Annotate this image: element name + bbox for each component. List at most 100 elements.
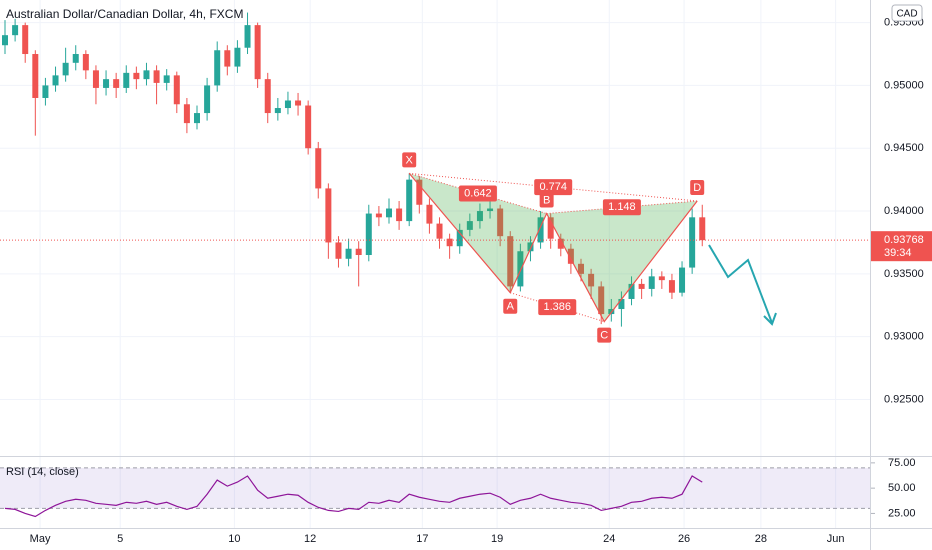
pattern-point-box bbox=[690, 179, 705, 195]
rsi-tick-label: 50.00 bbox=[888, 482, 916, 494]
candle-body bbox=[183, 104, 190, 124]
candle-body bbox=[648, 276, 655, 289]
ratio-box bbox=[538, 299, 577, 316]
candle-body bbox=[335, 242, 342, 259]
candle-body bbox=[355, 248, 362, 256]
candle-body bbox=[103, 79, 110, 88]
rsi-pane bbox=[0, 462, 875, 518]
candle-body bbox=[547, 217, 554, 239]
candle-body bbox=[274, 108, 281, 114]
candle-body bbox=[123, 72, 130, 88]
x-tick-label: 12 bbox=[304, 533, 316, 545]
candle-body bbox=[527, 242, 534, 252]
x-tick-label: 17 bbox=[416, 533, 428, 545]
candle-body bbox=[487, 208, 494, 212]
candle-body bbox=[365, 213, 372, 256]
candle-body bbox=[618, 298, 625, 310]
candle-body bbox=[153, 70, 160, 83]
rsi-tick-label: 25.00 bbox=[888, 507, 916, 519]
pattern-line bbox=[408, 172, 698, 323]
pattern-point-label: B bbox=[543, 194, 550, 206]
candle-body bbox=[598, 286, 605, 315]
candle-body bbox=[173, 75, 180, 105]
candle-body bbox=[92, 70, 99, 88]
pattern-point-box bbox=[503, 298, 518, 314]
x-tick-label: Jun bbox=[827, 533, 845, 545]
pattern-point-label: A bbox=[507, 301, 515, 313]
arrow-head bbox=[763, 312, 777, 326]
rsi-tick-label: 75.00 bbox=[888, 457, 916, 469]
pattern-point-label: X bbox=[406, 154, 414, 166]
candle-body bbox=[295, 100, 302, 106]
candle-body bbox=[163, 75, 170, 83]
candle-body bbox=[699, 217, 706, 241]
candle-body bbox=[244, 25, 251, 48]
y-tick-label: 0.92500 bbox=[884, 393, 924, 405]
ratio-box bbox=[602, 199, 641, 216]
candle-body bbox=[537, 217, 544, 243]
countdown: 39:34 bbox=[884, 247, 912, 259]
x-tick-label: 24 bbox=[603, 533, 615, 545]
candle-body bbox=[305, 105, 312, 149]
candle-body bbox=[12, 25, 19, 36]
x-tick-label: May bbox=[30, 533, 51, 545]
candle-body bbox=[446, 238, 453, 247]
pattern-ratio-line bbox=[510, 292, 605, 323]
candle-body bbox=[466, 221, 473, 230]
candle-body bbox=[416, 179, 423, 205]
ratio-box bbox=[534, 179, 573, 196]
y-tick-label: 0.93500 bbox=[884, 268, 924, 280]
chart-title: Australian Dollar/Canadian Dollar, 4h, F… bbox=[6, 7, 243, 21]
ratio-label: 1.386 bbox=[543, 301, 571, 313]
candle-body bbox=[557, 238, 564, 249]
ratio-label: 0.642 bbox=[464, 187, 492, 199]
candle-body bbox=[426, 204, 433, 224]
ratio-label: 0.774 bbox=[539, 181, 567, 193]
candle-body bbox=[72, 54, 79, 63]
x-tick-label: 10 bbox=[228, 533, 240, 545]
ratio-box bbox=[458, 185, 497, 202]
candle-body bbox=[679, 267, 686, 293]
projection-arrow bbox=[708, 244, 773, 324]
pattern-fill-xab bbox=[409, 173, 547, 293]
candle-body bbox=[32, 54, 39, 98]
grid bbox=[0, 0, 870, 528]
candle-body bbox=[315, 148, 322, 189]
ratio-label: 1.148 bbox=[608, 201, 636, 213]
candle-body bbox=[224, 50, 231, 67]
candle-body bbox=[638, 283, 645, 289]
candle-body bbox=[143, 70, 150, 80]
candle-body bbox=[456, 229, 463, 247]
candle-body bbox=[214, 50, 221, 86]
candle-body bbox=[82, 54, 89, 71]
candle-body bbox=[42, 85, 49, 98]
candle-body bbox=[264, 79, 271, 114]
y-tick-label: 0.94500 bbox=[884, 142, 924, 154]
candle-body bbox=[234, 47, 241, 67]
candle-body bbox=[577, 263, 584, 274]
rsi-title: RSI (14, close) bbox=[6, 466, 79, 478]
axes: May 5 10 12 17 19 24 26 28 Jun0.955000.950000.945… bbox=[30, 17, 932, 545]
x-tick-label: 5 bbox=[117, 533, 123, 545]
currency: CAD bbox=[896, 9, 917, 20]
candle-body bbox=[436, 223, 443, 239]
pattern-point-box bbox=[539, 192, 554, 208]
candle-body bbox=[325, 188, 332, 243]
candle-body bbox=[345, 248, 352, 259]
currency-box bbox=[891, 4, 923, 22]
candle-body bbox=[567, 248, 574, 264]
candle-body bbox=[133, 72, 140, 80]
x-tick-label: 26 bbox=[678, 533, 690, 545]
x-tick-label: 19 bbox=[491, 533, 503, 545]
pattern-point-label: D bbox=[693, 182, 701, 194]
last-price-label: 0.93768 bbox=[884, 234, 924, 246]
candle-body bbox=[517, 251, 524, 287]
last-price-box bbox=[871, 231, 932, 262]
candle-body bbox=[406, 179, 413, 222]
candle-body bbox=[52, 75, 59, 86]
candle-body bbox=[476, 211, 483, 222]
candle-body bbox=[22, 25, 29, 55]
pattern-point-label: C bbox=[600, 329, 608, 341]
